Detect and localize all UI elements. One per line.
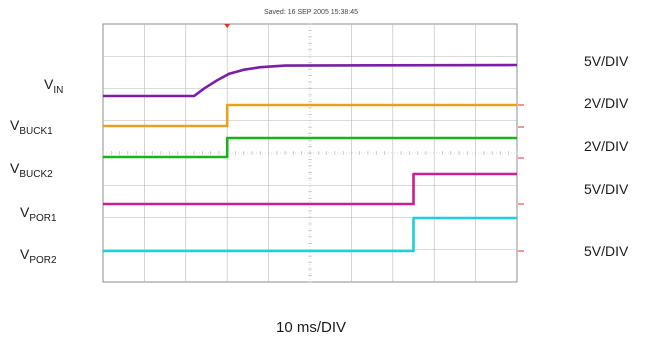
scale-vpor2: 5V/DIV xyxy=(584,243,629,259)
scale-vbuck1: 2V/DIV xyxy=(584,95,629,111)
label-vbuck2: VBUCK2 xyxy=(10,160,53,180)
trace-vpor1 xyxy=(103,172,517,206)
trace-vpor2 xyxy=(103,216,517,253)
label-vin: VIN xyxy=(44,76,64,96)
timebase-label: 10 ms/DIV xyxy=(275,319,347,336)
trace-vbuck2 xyxy=(103,136,517,159)
trace-vbuck1 xyxy=(103,103,517,128)
scale-vin: 5V/DIV xyxy=(584,53,629,69)
label-vpor2: VPOR2 xyxy=(20,246,57,266)
label-vpor1: VPOR1 xyxy=(20,204,57,224)
scale-vpor1: 5V/DIV xyxy=(584,181,629,197)
trace-vin xyxy=(103,63,518,98)
scale-vbuck2: 2V/DIV xyxy=(584,138,629,154)
trigger-marker xyxy=(224,24,231,28)
chart-title: Saved: 16 SEP 2005 15:38:45 xyxy=(263,9,359,16)
label-vbuck1: VBUCK1 xyxy=(10,117,53,137)
